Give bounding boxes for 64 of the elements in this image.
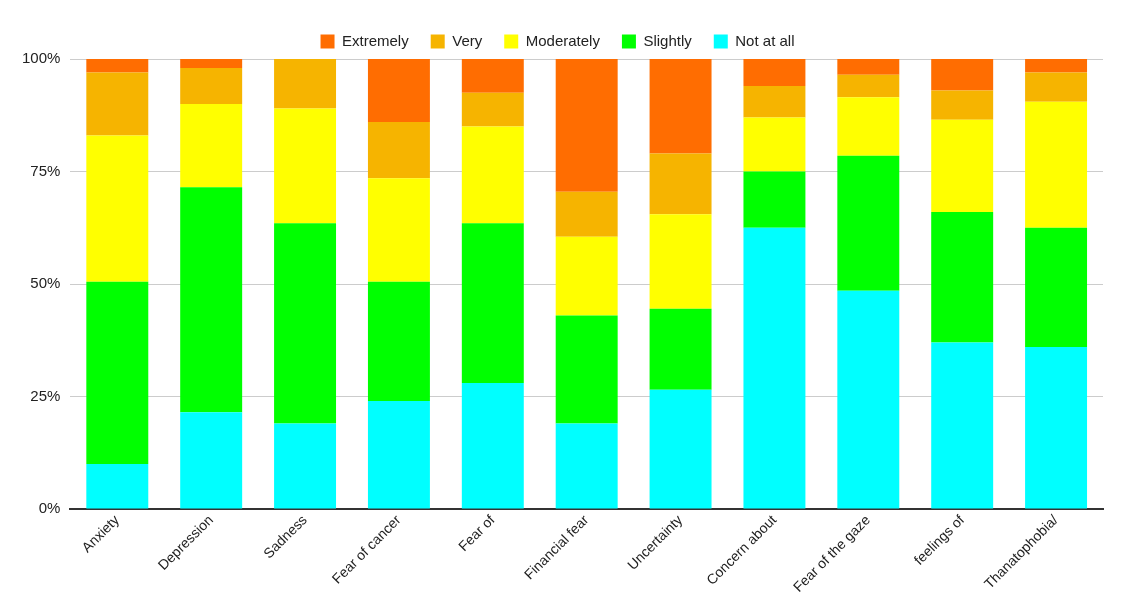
bar bbox=[555, 315, 618, 424]
bar bbox=[555, 236, 618, 316]
bar bbox=[931, 59, 994, 91]
bar bbox=[743, 227, 806, 509]
bar bbox=[837, 290, 900, 509]
bar bbox=[180, 104, 243, 188]
bar bbox=[743, 171, 806, 228]
y-tick-label: 75% bbox=[30, 161, 61, 179]
bar bbox=[180, 68, 243, 104]
bar bbox=[931, 342, 994, 509]
y-tick-label: 25% bbox=[30, 386, 61, 404]
legend-label: Very bbox=[452, 31, 483, 49]
bar bbox=[86, 281, 149, 465]
bar bbox=[1025, 227, 1088, 348]
bar bbox=[274, 423, 337, 509]
bar bbox=[461, 59, 524, 93]
bar bbox=[743, 117, 806, 172]
bar bbox=[367, 59, 430, 122]
bar bbox=[367, 122, 430, 179]
bar bbox=[180, 412, 243, 509]
bar bbox=[86, 464, 149, 509]
y-tick-label: 100% bbox=[21, 49, 61, 67]
bar bbox=[1025, 347, 1088, 509]
y-tick-label: 0% bbox=[38, 499, 61, 517]
bar bbox=[555, 59, 618, 192]
bar bbox=[274, 223, 337, 424]
legend-label: Slightly bbox=[643, 31, 693, 49]
bar bbox=[649, 153, 712, 215]
bar bbox=[649, 389, 712, 509]
bar bbox=[555, 191, 618, 237]
bar bbox=[743, 86, 806, 118]
bar bbox=[461, 126, 524, 224]
bar bbox=[367, 281, 430, 402]
bar bbox=[180, 59, 243, 68]
bar bbox=[461, 223, 524, 384]
legend-label: Moderately bbox=[525, 31, 601, 49]
bar bbox=[649, 308, 712, 390]
legend-label: Not at all bbox=[735, 31, 795, 49]
bar bbox=[367, 401, 430, 509]
legend-label: Extremely bbox=[342, 31, 410, 49]
bar bbox=[837, 74, 900, 98]
bar bbox=[1025, 59, 1088, 73]
bar bbox=[86, 72, 149, 136]
bar bbox=[931, 119, 994, 213]
bar bbox=[649, 59, 712, 154]
bar bbox=[86, 135, 149, 282]
bar bbox=[367, 178, 430, 282]
bar bbox=[274, 59, 337, 109]
bar bbox=[555, 423, 618, 509]
bar bbox=[86, 59, 149, 73]
bar bbox=[1025, 72, 1088, 102]
bar bbox=[837, 97, 900, 156]
bar bbox=[837, 59, 900, 75]
bar bbox=[461, 383, 524, 509]
bar bbox=[837, 155, 900, 291]
y-tick-label: 50% bbox=[30, 274, 61, 292]
bar bbox=[180, 187, 243, 413]
bar bbox=[1025, 101, 1088, 228]
bar bbox=[931, 212, 994, 343]
bar bbox=[649, 214, 712, 309]
bar bbox=[931, 90, 994, 120]
bar bbox=[461, 92, 524, 127]
bar bbox=[743, 59, 806, 86]
bar bbox=[274, 108, 337, 224]
